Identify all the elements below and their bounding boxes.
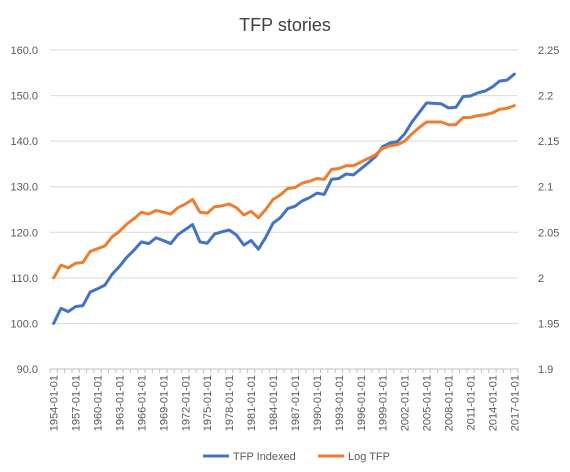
x-axis-tick-label: 1999-01-01 xyxy=(378,375,390,431)
x-axis-tick-label: 1954-01-01 xyxy=(49,375,61,431)
x-axis-tick-label: 1981-01-01 xyxy=(246,375,258,431)
series-layer xyxy=(52,72,516,325)
right-axis-tick-label: 2.05 xyxy=(538,227,559,239)
x-axis-tick-label: 2017-01-01 xyxy=(509,375,521,431)
series-line-tfp-indexed xyxy=(52,72,516,325)
right-axis-tick-labels: 1.9 1.95 2 2.05 2.1 2.15 2.2 2.25 xyxy=(538,45,559,376)
x-axis-tick-label: 1972-01-01 xyxy=(180,375,192,431)
x-axis-tick-label: 1963-01-01 xyxy=(114,375,126,431)
left-axis-tick-label: 120.0 xyxy=(10,227,38,239)
left-axis-tick-label: 100.0 xyxy=(10,318,38,330)
x-axis-tick-label: 1957-01-01 xyxy=(71,375,83,431)
x-axis-tick-label: 1993-01-01 xyxy=(334,375,346,431)
right-axis-tick-label: 1.95 xyxy=(538,318,559,330)
x-axis-tick-label: 2008-01-01 xyxy=(444,375,456,431)
x-axis-tick-label: 1987-01-01 xyxy=(290,375,302,431)
right-axis-tick-label: 2.1 xyxy=(538,182,553,194)
x-axis-tick-label: 2011-01-01 xyxy=(465,375,477,430)
legend-label-tfp-indexed: TFP Indexed xyxy=(233,451,296,463)
x-axis-tick-label: 1978-01-01 xyxy=(224,375,236,431)
left-axis-tick-labels: 90.0 100.0 110.0 120.0 130.0 140.0 150.0 160.0 xyxy=(10,45,38,376)
x-axis-tick-label: 1996-01-01 xyxy=(356,375,368,431)
right-axis-tick-label: 2 xyxy=(538,273,544,285)
legend-label-log-tfp: Log TFP xyxy=(348,451,390,463)
x-axis-tick-label: 1975-01-01 xyxy=(202,375,214,431)
right-axis-tick-label: 2.15 xyxy=(538,136,559,148)
left-axis-tick-label: 140.0 xyxy=(10,136,38,148)
left-axis-tick-label: 90.0 xyxy=(17,364,38,376)
right-axis-tick-label: 2.2 xyxy=(538,91,553,103)
x-axis-tick-label: 1960-01-01 xyxy=(93,375,105,431)
chart-title: TFP stories xyxy=(239,15,331,35)
x-axis-tick-label: 1990-01-01 xyxy=(312,375,324,431)
x-axis-tick-label: 2002-01-01 xyxy=(400,375,412,431)
series-line-log-tfp xyxy=(52,104,516,280)
right-axis-tick-label: 1.9 xyxy=(538,364,553,376)
x-axis-tick-label: 1984-01-01 xyxy=(268,375,280,431)
right-axis-tick-label: 2.25 xyxy=(538,45,559,57)
left-axis-tick-label: 110.0 xyxy=(11,273,38,285)
left-axis-tick-label: 130.0 xyxy=(10,182,38,194)
x-axis-tick-label: 1969-01-01 xyxy=(158,375,170,431)
gridlines xyxy=(50,49,518,324)
x-axis: 1954-01-01 1957-01-01 1960-01-01 1963-01-01… xyxy=(49,368,521,431)
legend-item-log-tfp: Log TFP xyxy=(318,451,390,463)
legend-item-tfp-indexed: TFP Indexed xyxy=(203,451,296,463)
left-axis-tick-label: 160.0 xyxy=(10,45,38,57)
x-axis-tick-label: 2005-01-01 xyxy=(422,375,434,431)
x-axis-tick-label: 1966-01-01 xyxy=(136,375,148,431)
left-axis-tick-label: 150.0 xyxy=(10,91,38,103)
legend: TFP Indexed Log TFP xyxy=(203,451,390,463)
x-axis-tick-label: 2014-01-01 xyxy=(487,375,499,431)
